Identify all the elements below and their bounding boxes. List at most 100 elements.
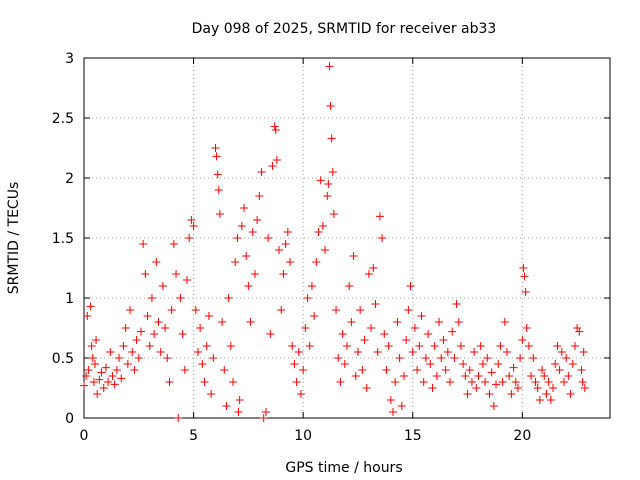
data-point <box>167 306 176 314</box>
data-point <box>349 252 358 260</box>
y-tick-label: 0 <box>65 411 74 427</box>
data-point <box>134 354 143 362</box>
data-point <box>529 354 538 362</box>
data-point <box>323 192 332 200</box>
data-point <box>196 324 205 332</box>
data-point <box>452 300 461 308</box>
data-point <box>214 186 223 194</box>
data-point <box>119 342 128 350</box>
data-point <box>356 306 365 314</box>
data-point <box>207 390 216 398</box>
data-point <box>419 378 428 386</box>
data-point <box>92 336 101 344</box>
data-point <box>215 210 224 218</box>
data-point <box>264 234 273 242</box>
data-point <box>321 246 330 254</box>
data-point <box>402 336 411 344</box>
data-point <box>172 270 181 278</box>
data-point <box>112 366 121 374</box>
x-tick-label: 0 <box>80 428 89 444</box>
data-point <box>483 354 492 362</box>
data-point <box>338 330 347 338</box>
x-tick-labels: 0 5 10 15 20 <box>80 428 532 444</box>
data-point <box>578 378 587 386</box>
data-point <box>415 342 424 350</box>
data-point <box>83 312 92 320</box>
data-point <box>165 378 174 386</box>
data-point <box>347 318 356 326</box>
data-point <box>329 210 338 218</box>
data-point <box>454 318 463 326</box>
data-point <box>158 282 167 290</box>
data-point <box>141 270 150 278</box>
data-point <box>369 264 378 272</box>
data-point <box>185 234 194 242</box>
data-point <box>540 372 549 380</box>
data-point <box>180 366 189 374</box>
data-point <box>439 336 448 344</box>
data-point <box>106 348 115 356</box>
data-point <box>248 228 257 236</box>
data-point <box>290 360 299 368</box>
data-point <box>108 372 117 380</box>
data-point <box>580 384 589 392</box>
data-point <box>198 360 207 368</box>
data-point <box>430 342 439 350</box>
data-point <box>566 390 575 398</box>
data-point <box>399 372 408 380</box>
data-point <box>472 384 481 392</box>
data-point <box>494 360 503 368</box>
data-point <box>189 222 198 230</box>
data-point <box>246 318 255 326</box>
data-point <box>257 168 266 176</box>
data-point <box>234 408 243 416</box>
data-point <box>492 380 501 389</box>
data-point <box>318 222 327 230</box>
y-tick-label: 0.5 <box>52 351 74 367</box>
x-tick-label: 20 <box>513 428 531 444</box>
data-point <box>456 342 465 350</box>
y-tick-label: 1.5 <box>52 231 74 247</box>
data-point <box>465 366 474 374</box>
data-point <box>408 348 417 356</box>
data-point <box>145 342 154 350</box>
data-point <box>235 396 244 404</box>
data-point <box>375 212 384 221</box>
data-point <box>559 378 568 386</box>
data-point <box>174 414 183 422</box>
data-point <box>521 288 530 296</box>
data-point <box>470 348 479 356</box>
data-point <box>336 378 345 386</box>
data-point <box>239 204 248 212</box>
data-point <box>360 336 369 344</box>
data-point <box>435 318 444 326</box>
data-point <box>213 170 222 179</box>
data-point <box>82 372 91 380</box>
data-point <box>485 390 494 398</box>
data-point <box>426 360 435 368</box>
data-point <box>305 342 314 350</box>
y-tick-label: 2.5 <box>52 111 74 127</box>
data-point <box>505 372 514 380</box>
data-point <box>229 378 238 386</box>
data-point <box>132 336 141 344</box>
data-point <box>393 318 402 326</box>
data-point <box>340 360 349 368</box>
data-point <box>395 354 404 362</box>
data-point <box>557 348 566 356</box>
data-point <box>301 324 310 332</box>
data-point <box>244 282 253 290</box>
data-point <box>555 366 564 374</box>
data-point <box>476 342 485 350</box>
data-point <box>226 342 235 350</box>
data-point <box>413 366 422 374</box>
data-point <box>461 372 470 380</box>
chart-title: Day 098 of 2025, SRMTID for receiver ab3… <box>192 21 497 37</box>
data-point <box>542 390 551 398</box>
data-point <box>326 102 335 110</box>
data-point <box>513 384 522 392</box>
data-point <box>136 327 145 336</box>
data-point <box>432 372 441 380</box>
data-point <box>281 240 290 248</box>
data-point <box>384 342 393 350</box>
